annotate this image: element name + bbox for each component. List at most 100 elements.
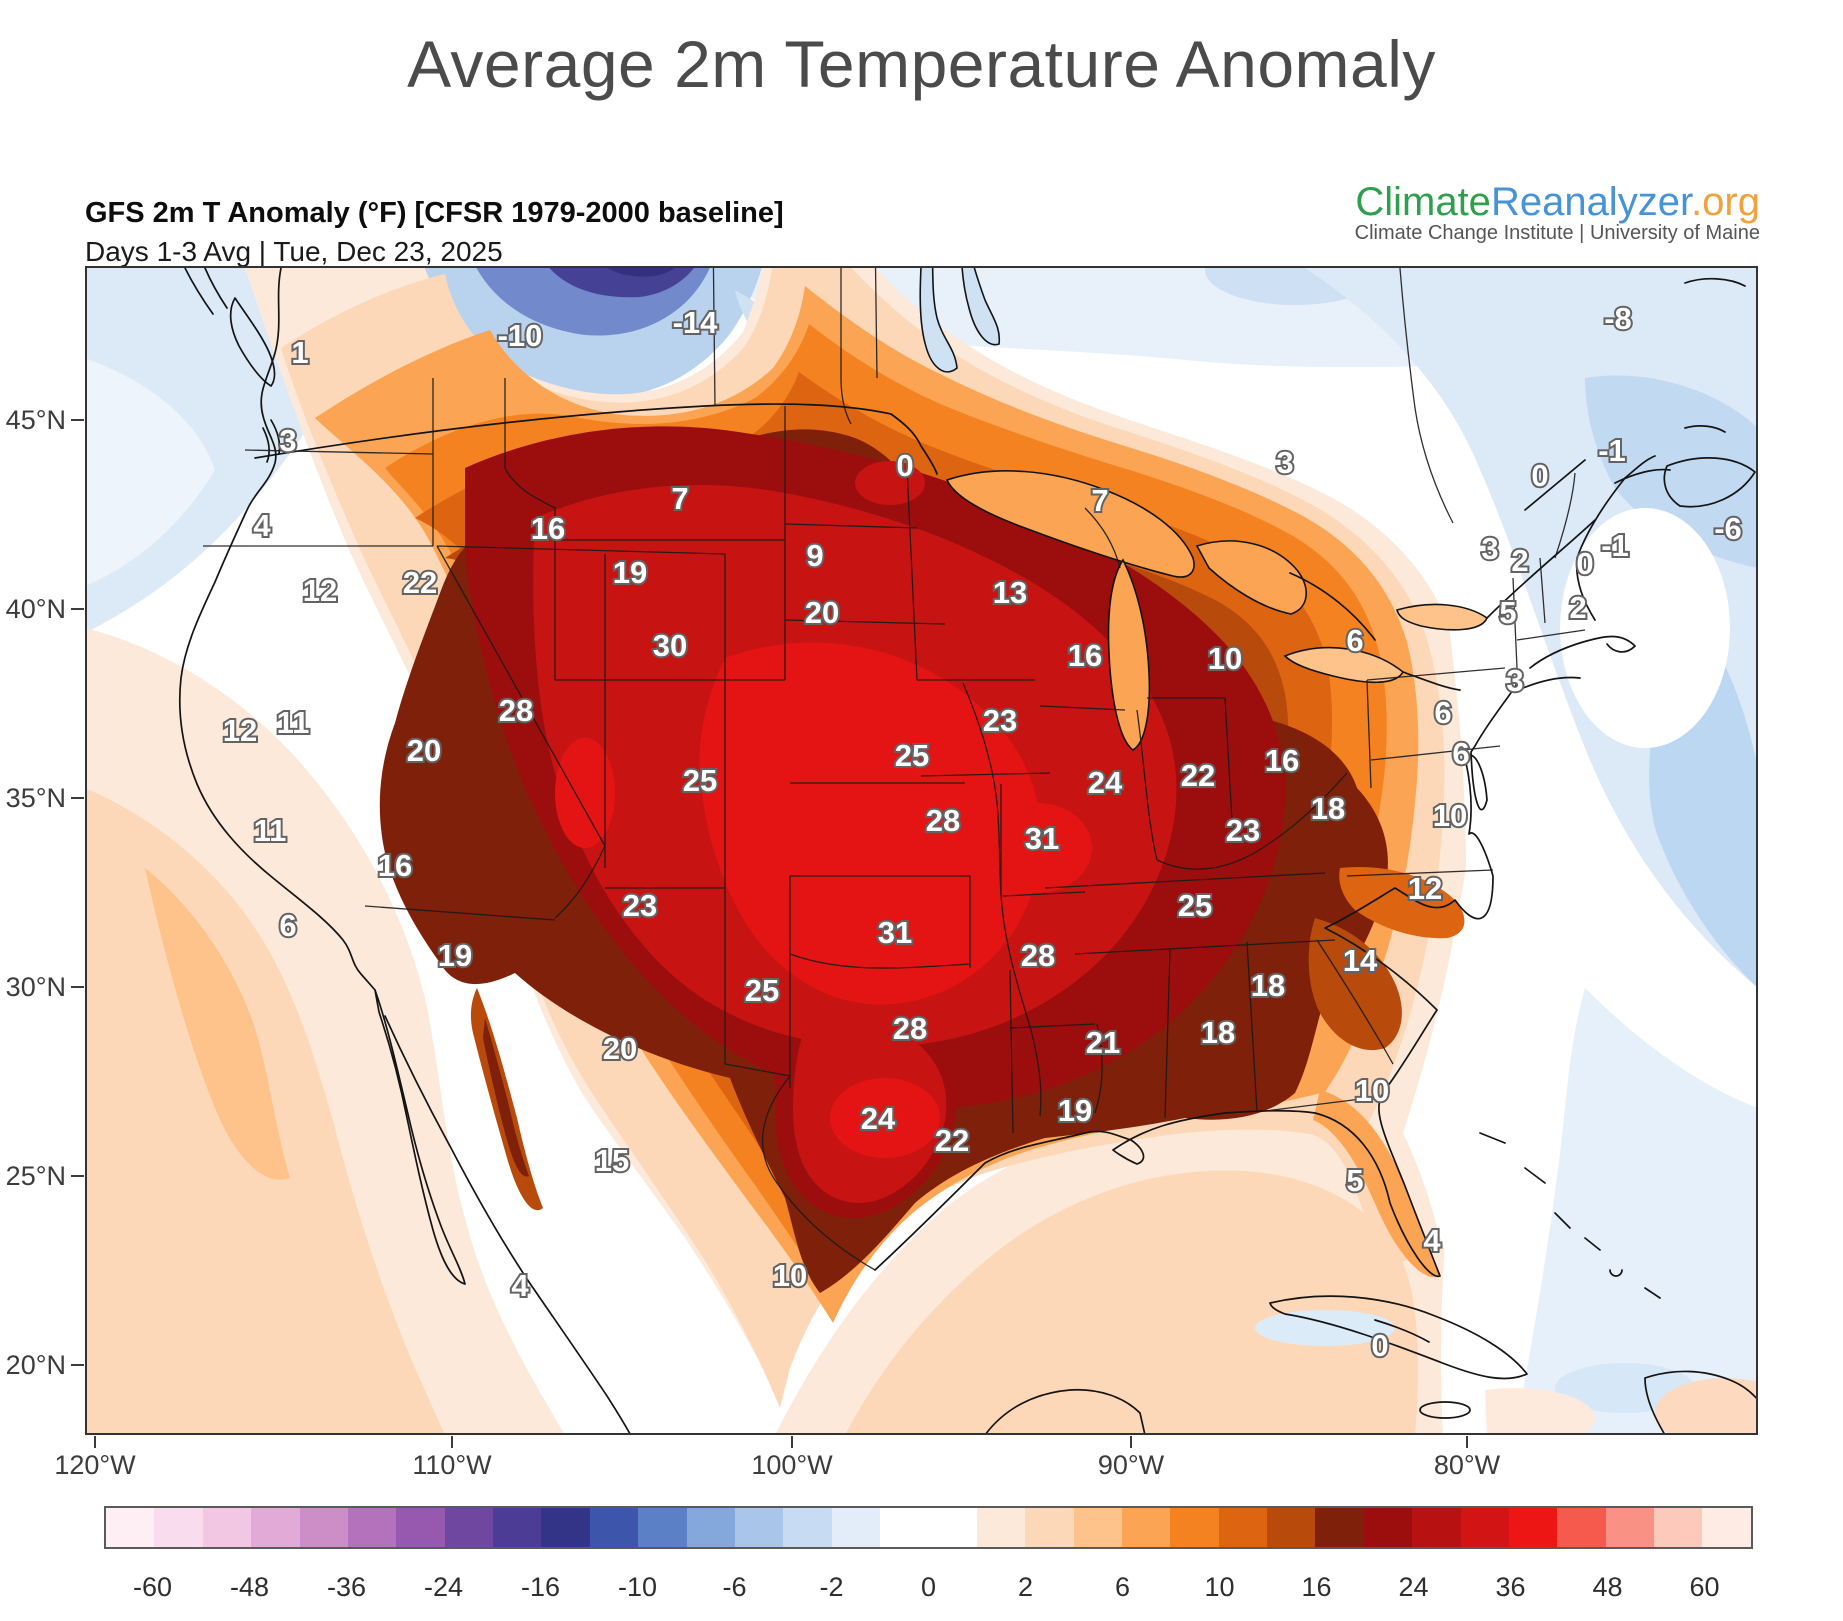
map-value-label: 25 — [895, 738, 929, 773]
colorbar-tick-label: -36 — [326, 1572, 367, 1602]
map-value-label: 10 — [773, 1258, 807, 1293]
map-value-label: 9 — [806, 538, 823, 573]
map-value-label: 1 — [291, 335, 308, 370]
colorbar-segment — [1702, 1508, 1751, 1547]
coastlines — [178, 267, 1757, 1434]
lat-tick-mark — [71, 797, 84, 799]
lat-tick-mark — [71, 986, 84, 988]
colorbar-tick-label: -16 — [520, 1572, 561, 1602]
colorbar-segment — [106, 1508, 155, 1547]
map-value-label: -14 — [673, 305, 719, 340]
forecast-date-line: Days 1-3 Avg | Tue, Dec 23, 2025 — [85, 236, 503, 267]
colorbar-segment — [928, 1508, 977, 1547]
map-value-label: 14 — [1343, 943, 1378, 978]
map-value-label: 23 — [623, 888, 657, 923]
colorbar-tick-label: -10 — [617, 1572, 658, 1602]
map-value-label: 7 — [1091, 483, 1108, 518]
lon-tick-label: 100°W — [751, 1450, 833, 1480]
map-value-label: 0 — [1371, 1328, 1388, 1363]
map-value-label: 11 — [277, 705, 310, 740]
lat-tick-label: 40°N — [5, 594, 66, 624]
map-value-label: 28 — [926, 803, 960, 838]
colorbar-tick-label: 24 — [1398, 1572, 1429, 1602]
colorbar-segment — [1460, 1508, 1509, 1547]
colorbar-segment — [154, 1508, 203, 1547]
map-value-label: 13 — [993, 575, 1027, 610]
map-value-label: 16 — [1068, 638, 1102, 673]
map-value-label: 12 — [1408, 871, 1442, 906]
colorbar-segment — [1605, 1508, 1654, 1547]
colorbar-tick-label: -60 — [132, 1572, 173, 1602]
map-value-label: 6 — [1434, 695, 1451, 730]
colorbar-segment — [1363, 1508, 1413, 1547]
map-value-label: 16 — [378, 848, 412, 883]
colorbar-segment — [202, 1508, 252, 1547]
lon-tick-mark — [451, 1436, 453, 1448]
lon-tick-label: 110°W — [412, 1450, 492, 1480]
map-value-label: 31 — [878, 915, 912, 950]
colorbar-segment — [299, 1508, 348, 1547]
map-value-label: -6 — [1714, 511, 1742, 546]
colorbar-segment — [541, 1508, 590, 1547]
map-value-label: 10 — [1355, 1073, 1389, 1108]
map-value-label: 23 — [1226, 813, 1260, 848]
map-value-label: 5 — [1346, 1163, 1363, 1198]
map-value-label: 19 — [438, 938, 472, 973]
map-value-label: 19 — [1058, 1093, 1092, 1128]
lat-tick-label: 30°N — [5, 972, 66, 1002]
map-value-label: 18 — [1311, 791, 1345, 826]
logo-climate: Climate — [1355, 180, 1491, 224]
great-lakes — [919, 267, 1488, 751]
lon-tick-label: 120°W — [54, 1450, 136, 1480]
colorbar-segment — [1121, 1508, 1171, 1547]
map-value-label: 25 — [683, 763, 717, 798]
map-value-label: 12 — [223, 713, 257, 748]
map-value-label: 12 — [303, 573, 337, 608]
map-value-label: 0 — [896, 448, 913, 483]
lat-tick-label: 45°N — [5, 405, 66, 435]
map-value-label: -8 — [1604, 301, 1632, 336]
colorbar-segment — [783, 1508, 832, 1547]
map-value-label: 11 — [254, 813, 287, 848]
map-value-label: 4 — [1423, 1223, 1441, 1258]
lat-tick-mark — [71, 608, 84, 610]
colorbar-segment — [1412, 1508, 1461, 1547]
anomaly-map: -10 -14 0 7 7 3 -8 -1 0 -6 -1 3 2 0 2 5 6 3 6 6 1 3 4 12 22 16 19 9… — [85, 228, 1758, 1435]
lat-tick-label: 35°N — [5, 783, 66, 813]
map-value-label: 18 — [1251, 968, 1285, 1003]
lat-tick-mark — [71, 419, 84, 421]
map-value-label: 24 — [1088, 765, 1123, 800]
map-value-label: 3 — [279, 423, 296, 458]
colorbar-segment — [347, 1508, 397, 1547]
map-value-label: 28 — [893, 1011, 927, 1046]
colorbar-segment — [1025, 1508, 1074, 1547]
map-value-label: 3 — [1481, 531, 1498, 566]
map-value-label: 6 — [1346, 623, 1363, 658]
map-value-label: 3 — [1276, 445, 1293, 480]
colorbar-segment — [396, 1508, 445, 1547]
map-value-label: 21 — [1086, 1025, 1120, 1060]
map-value-label: 6 — [279, 908, 296, 943]
lon-tick-label: 90°W — [1097, 1450, 1165, 1480]
map-value-label: 7 — [671, 481, 688, 516]
map-value-label: 28 — [499, 693, 533, 728]
map-value-label: 28 — [1021, 938, 1055, 973]
colorbar-segment — [976, 1508, 1026, 1547]
map-value-label: 10 — [1433, 798, 1467, 833]
colorbar-tick-label: 0 — [920, 1572, 937, 1602]
product-title: GFS 2m T Anomaly (°F) [CFSR 1979-2000 ba… — [85, 197, 784, 229]
colorbar-segment — [831, 1508, 880, 1547]
map-value-label: -10 — [498, 318, 543, 353]
map-value-label: 22 — [403, 565, 437, 600]
lat-tick-mark — [71, 1364, 84, 1366]
map-value-label: 18 — [1201, 1015, 1235, 1050]
colorbar-segment — [1654, 1508, 1703, 1547]
colorbar-segment — [1315, 1508, 1364, 1547]
logo-reanalyzer: Reanalyzer — [1490, 180, 1692, 224]
lon-tick-label: 80°W — [1433, 1450, 1501, 1480]
map-value-label: 3 — [1506, 663, 1523, 698]
colorbar-segment — [734, 1508, 784, 1547]
map-value-label: 5 — [1499, 595, 1516, 630]
